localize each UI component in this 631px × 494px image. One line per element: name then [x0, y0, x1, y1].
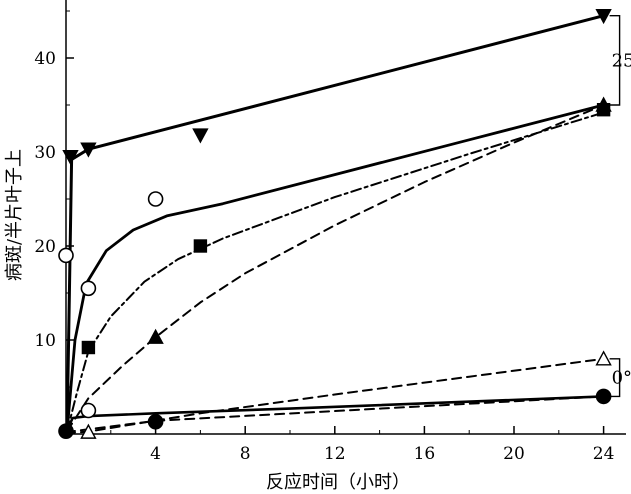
x-tick-label: 4 — [150, 444, 161, 464]
x-tick-label: 8 — [240, 444, 251, 464]
curve-filled-circle-dashed — [65, 395, 605, 434]
point-triangle-down-filled-2 — [192, 128, 209, 144]
point-triangle-filled-0 — [147, 328, 164, 344]
annotations: 25° 0° — [609, 15, 631, 398]
y-tick-label: 20 — [34, 237, 56, 257]
y-axis-title: 病斑/半片叶子上 — [4, 149, 25, 281]
fitted-curves — [64, 14, 606, 435]
point-square-filled-1 — [193, 239, 208, 253]
curve-square — [66, 111, 605, 433]
point-circle-open-1 — [80, 280, 97, 297]
point-circle-filled-0 — [58, 423, 74, 439]
point-circle-open-3 — [80, 402, 97, 419]
point-triangle-down-filled-3 — [595, 8, 612, 25]
y-tick-label: 10 — [34, 331, 56, 351]
point-circle-open-0 — [58, 247, 74, 264]
point-triangle-filled-1 — [595, 96, 612, 112]
point-circle-open-2 — [147, 191, 164, 207]
annotation-label: 25° — [612, 50, 631, 71]
point-circle-filled-1 — [147, 413, 164, 430]
annotation-label: 0° — [612, 368, 631, 389]
point-triangle-open-1 — [595, 350, 612, 366]
point-circle-filled-2 — [595, 388, 612, 405]
point-triangle-open-0 — [80, 423, 97, 439]
y-tick-label: 30 — [34, 143, 56, 163]
x-tick-label: 16 — [414, 444, 436, 464]
point-triangle-down-filled-0 — [62, 149, 79, 166]
curve-filled-triangle — [66, 104, 605, 433]
axes: 4 8 12 16 20 24 10 20 30 40 反应时间（小时） 病斑/半片叶子上 — [4, 0, 626, 493]
annotation-bracket — [609, 358, 621, 398]
curve-open-circle — [65, 103, 605, 433]
point-square-filled-0 — [81, 340, 96, 355]
annotation-bracket — [609, 15, 621, 106]
x-tick-label: 24 — [593, 444, 615, 464]
point-triangle-down-filled-1 — [80, 142, 97, 158]
y-tick-label: 40 — [34, 49, 56, 69]
x-tick-label: 20 — [503, 444, 525, 464]
curve-filled-circle — [64, 395, 605, 434]
x-axis-title: 反应时间（小时） — [266, 472, 410, 493]
data-points — [58, 8, 612, 439]
x-tick-label: 12 — [324, 444, 346, 464]
